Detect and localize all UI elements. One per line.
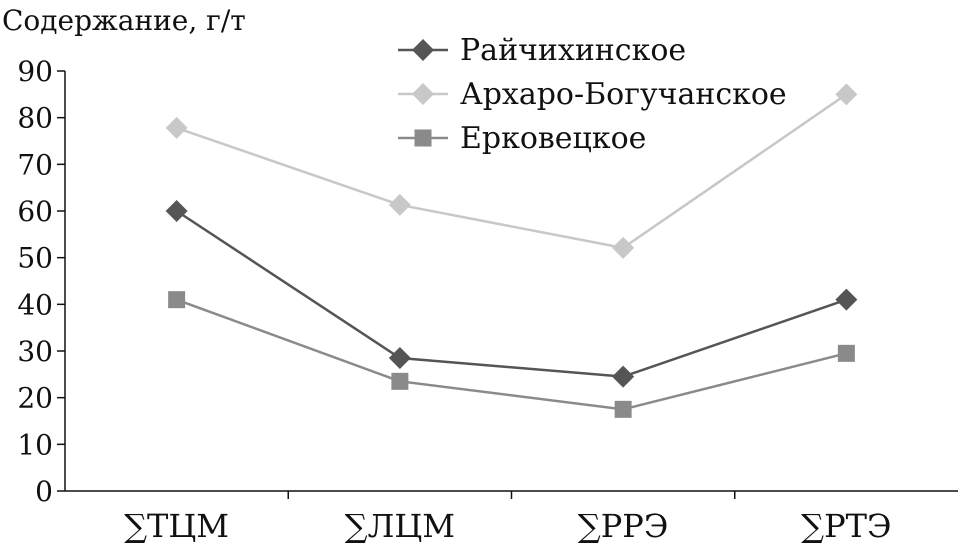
data-point [837,344,855,362]
y-tick-label: 60 [17,195,53,228]
y-tick-label: 0 [35,475,53,508]
legend-marker [412,83,434,105]
legend-item: Ерковецкое [398,121,646,156]
data-point [835,288,858,311]
y-tick-label: 50 [17,242,53,275]
series-line [176,93,848,250]
data-point [612,365,635,388]
legend-item: Архаро-Богучанское [398,77,787,112]
data-point [168,291,186,309]
x-tick-label: ∑РРЭ [578,507,668,545]
y-ticks: 0 10 20 30 40 50 60 70 80 90 [17,55,65,508]
legend-label: Архаро-Богучанское [460,77,787,112]
data-point [165,116,188,139]
series-line [175,209,847,378]
data-point [614,400,632,418]
y-tick-label: 30 [17,335,53,368]
legend-label: Райчихинское [460,33,686,68]
y-tick-label: 20 [17,382,53,415]
data-point [391,372,409,390]
data-point [835,83,858,106]
y-tick-label: 90 [17,55,53,88]
legend-marker [414,129,432,147]
data-point [165,200,188,222]
legend: Райчихинское Архаро-Богучанское Ерковецкое [398,33,787,156]
y-tick-label: 40 [17,288,53,321]
data-point [388,347,411,369]
data-point [612,236,635,259]
y-tick-label: 10 [17,428,53,461]
legend-marker [412,39,434,61]
y-tick-label: 80 [17,102,53,135]
x-tick-label: ∑ЛЦМ [345,507,455,545]
data-point [388,193,411,216]
x-tick-label: ∑РТЭ [801,507,891,545]
y-tick-label: 70 [17,148,53,181]
series-1 [165,200,858,388]
legend-item: Райчихинское [398,33,686,68]
series-layer [165,83,858,418]
series-3 [168,291,855,418]
legend-label: Ерковецкое [460,121,646,156]
x-tick-label: ∑ТЦМ [124,507,229,545]
y-axis-label: Содержание, г/т [2,4,246,37]
series-line [176,298,847,411]
x-ticks: ∑ТЦМ ∑ЛЦМ ∑РРЭ ∑РТЭ [124,491,891,545]
series-2 [165,83,858,259]
